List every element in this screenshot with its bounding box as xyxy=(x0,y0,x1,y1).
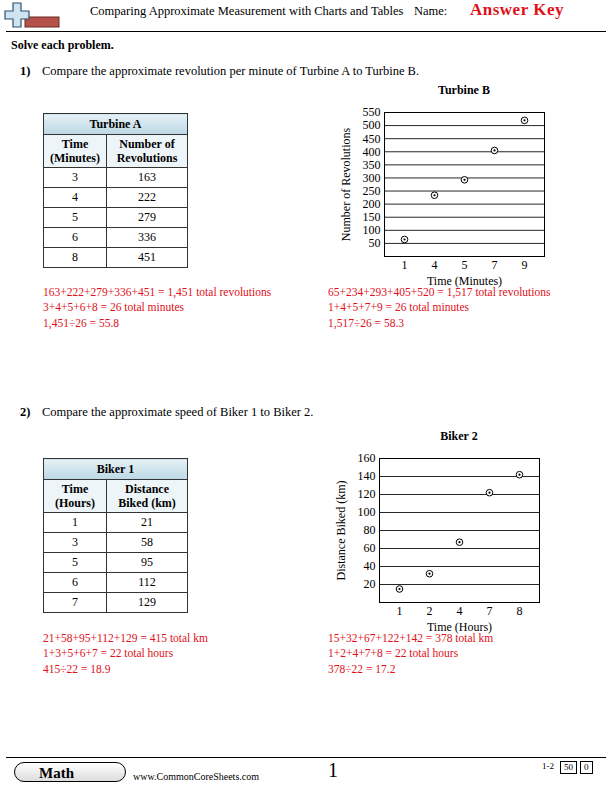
html-text:7: 7 xyxy=(72,595,78,609)
svg-text:80: 80 xyxy=(364,523,376,537)
svg-text:400: 400 xyxy=(363,145,381,159)
html-text:Math: Math xyxy=(39,765,74,781)
svg-text:350: 350 xyxy=(363,158,381,172)
svg-text:100: 100 xyxy=(363,223,381,237)
svg-text:50: 50 xyxy=(369,236,381,250)
html-text:1): 1) xyxy=(20,64,31,78)
html-text:1: 1 xyxy=(328,759,338,781)
svg-text:Time (Minutes): Time (Minutes) xyxy=(427,274,502,288)
html-text:Compare the approximate speed: Compare the approximate speed of Biker 1… xyxy=(42,405,314,419)
html-text:6: 6 xyxy=(72,575,78,589)
html-text:Solve each problem.: Solve each problem. xyxy=(11,38,114,52)
svg-text:Time (Hours): Time (Hours) xyxy=(427,620,492,634)
html-text:1: 1 xyxy=(72,515,78,529)
html-text:0: 0 xyxy=(584,762,589,772)
html-text:222: 222 xyxy=(138,190,156,204)
svg-text:250: 250 xyxy=(363,184,381,198)
html-text:Turbine B: Turbine B xyxy=(438,83,490,97)
html-text:112: 112 xyxy=(138,575,156,589)
svg-text:Distance Biked (km): Distance Biked (km) xyxy=(334,481,348,581)
html-text:50: 50 xyxy=(564,762,573,772)
html-text:Time (Hours): Time (Hours) xyxy=(55,482,95,510)
html-text:4: 4 xyxy=(72,190,78,204)
html-text:1+4+5+7+9 = 26 total minutes: 1+4+5+7+9 = 26 total minutes xyxy=(328,301,469,314)
svg-text:5: 5 xyxy=(462,258,468,272)
html-text:Time (Minutes): Time (Minutes) xyxy=(50,137,100,165)
html-text:65+234+293+405+520 = 1,517 tot: 65+234+293+405+520 = 1,517 total revolut… xyxy=(328,286,551,298)
html-text:1+3+5+6+7 = 22 total hours: 1+3+5+6+7 = 22 total hours xyxy=(43,647,174,660)
svg-text:120: 120 xyxy=(358,487,376,501)
svg-text:450: 450 xyxy=(363,132,381,146)
svg-text:9: 9 xyxy=(522,258,528,272)
html-text:21: 21 xyxy=(141,515,153,529)
html-text:1+2+4+7+8 = 22 total hours: 1+2+4+7+8 = 22 total hours xyxy=(328,647,459,660)
html-text:1,517÷26 = 58.3: 1,517÷26 = 58.3 xyxy=(328,316,405,329)
svg-text:4: 4 xyxy=(432,258,438,272)
html-text:8: 8 xyxy=(72,250,78,264)
html-text:336: 336 xyxy=(138,230,156,244)
html-text:3: 3 xyxy=(72,535,78,549)
html-text:1,451÷26 = 55.8: 1,451÷26 = 55.8 xyxy=(43,316,120,329)
html-text:Turbine A: Turbine A xyxy=(89,116,142,131)
html-text:www.CommonCoreSheets.com: www.CommonCoreSheets.com xyxy=(133,771,259,782)
html-text:279: 279 xyxy=(138,210,156,224)
svg-text:4: 4 xyxy=(457,604,463,618)
html-text:Distance Biked (km): Distance Biked (km) xyxy=(118,482,176,510)
html-text:1-2: 1-2 xyxy=(542,761,554,771)
svg-text:20: 20 xyxy=(364,577,376,591)
html-text:6: 6 xyxy=(72,230,78,244)
html-text:Biker 1: Biker 1 xyxy=(96,461,135,476)
svg-text:2: 2 xyxy=(427,604,433,618)
svg-text:160: 160 xyxy=(358,451,376,465)
html-text:2): 2) xyxy=(20,405,31,419)
html-text:415÷22 = 18.9: 415÷22 = 18.9 xyxy=(43,662,111,675)
html-text:Compare the approximate revolu: Compare the approximate revolution per m… xyxy=(42,64,420,78)
html-text:3: 3 xyxy=(72,170,78,184)
svg-text:200: 200 xyxy=(363,197,381,211)
svg-text:500: 500 xyxy=(363,118,381,132)
html-text:15+32+67+122+142 = 378 total k: 15+32+67+122+142 = 378 total km xyxy=(328,632,494,644)
html-text:58: 58 xyxy=(141,535,153,549)
svg-text:60: 60 xyxy=(364,541,376,555)
svg-text:Number of Revolutions: Number of Revolutions xyxy=(339,128,353,242)
html-text:163: 163 xyxy=(138,170,156,184)
svg-text:8: 8 xyxy=(517,604,523,618)
svg-text:300: 300 xyxy=(363,171,381,185)
svg-text:1: 1 xyxy=(397,604,403,618)
html-text:95: 95 xyxy=(141,555,153,569)
html-text:Name:: Name: xyxy=(414,4,448,18)
svg-text:1: 1 xyxy=(402,258,408,272)
svg-text:140: 140 xyxy=(358,469,376,483)
svg-text:100: 100 xyxy=(358,505,376,519)
html-text:163+222+279+336+451 = 1,451 to: 163+222+279+336+451 = 1,451 total revolu… xyxy=(43,286,272,298)
html-text:21+58+95+112+129 = 415 total k: 21+58+95+112+129 = 415 total km xyxy=(43,632,208,644)
html-text:3+4+5+6+8 = 26 total minutes: 3+4+5+6+8 = 26 total minutes xyxy=(43,301,184,314)
html-text:5: 5 xyxy=(72,210,78,224)
svg-text:7: 7 xyxy=(492,258,498,272)
html-text:5: 5 xyxy=(72,555,78,569)
html-text:Comparing Approximate Measurem: Comparing Approximate Measurement with C… xyxy=(90,4,404,18)
svg-text:7: 7 xyxy=(487,604,493,618)
svg-text:550: 550 xyxy=(363,105,381,119)
html-text:Answer Key: Answer Key xyxy=(470,0,564,19)
html-text:129: 129 xyxy=(138,595,156,609)
svg-text:40: 40 xyxy=(364,559,376,573)
html-text:378÷22 = 17.2: 378÷22 = 17.2 xyxy=(328,662,396,675)
svg-text:150: 150 xyxy=(363,210,381,224)
html-text:Number of Revolutions: Number of Revolutions xyxy=(116,137,178,165)
html-text:451: 451 xyxy=(138,250,156,264)
html-text:Biker 2: Biker 2 xyxy=(440,429,478,443)
